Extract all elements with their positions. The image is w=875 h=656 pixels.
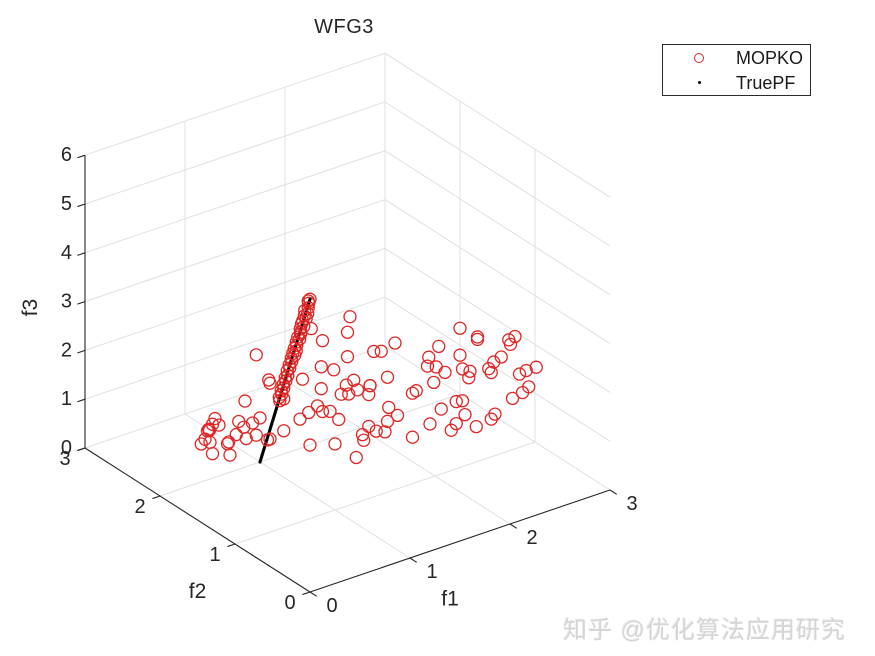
svg-text:2: 2	[526, 527, 537, 549]
mopko-circle-marker-icon	[693, 52, 705, 64]
svg-text:1: 1	[209, 544, 220, 566]
svg-text:3: 3	[59, 448, 70, 470]
axis-labels: f1 f2 f3	[19, 299, 459, 611]
svg-text:3: 3	[626, 493, 637, 515]
svg-text:f1: f1	[441, 587, 459, 610]
legend-item-mopko: MOPKO	[663, 45, 810, 70]
grid-lines	[84, 52, 611, 559]
svg-text:f2: f2	[189, 580, 207, 603]
svg-text:5: 5	[61, 193, 72, 215]
svg-text:f3: f3	[19, 299, 42, 317]
svg-text:4: 4	[61, 242, 72, 264]
svg-text:2: 2	[134, 496, 145, 518]
legend: MOPKO TruePF	[662, 44, 811, 96]
svg-text:1: 1	[61, 388, 72, 410]
series-mopko	[194, 292, 543, 465]
legend-label-mopko: MOPKO	[736, 47, 804, 68]
svg-text:2: 2	[61, 339, 72, 361]
svg-text:6: 6	[61, 144, 72, 166]
svg-text:0: 0	[326, 595, 337, 617]
svg-text:1: 1	[426, 561, 437, 583]
legend-item-truepf: TruePF	[663, 70, 810, 95]
legend-label-truepf: TruePF	[736, 72, 796, 93]
svg-text:3: 3	[61, 291, 72, 313]
svg-text:0: 0	[284, 592, 295, 614]
watermark: 知乎 @优化算法应用研究	[563, 617, 847, 644]
chart-title: WFG3	[314, 16, 374, 38]
svg-text:0: 0	[61, 437, 72, 459]
truepf-dot-marker-icon	[693, 77, 705, 89]
